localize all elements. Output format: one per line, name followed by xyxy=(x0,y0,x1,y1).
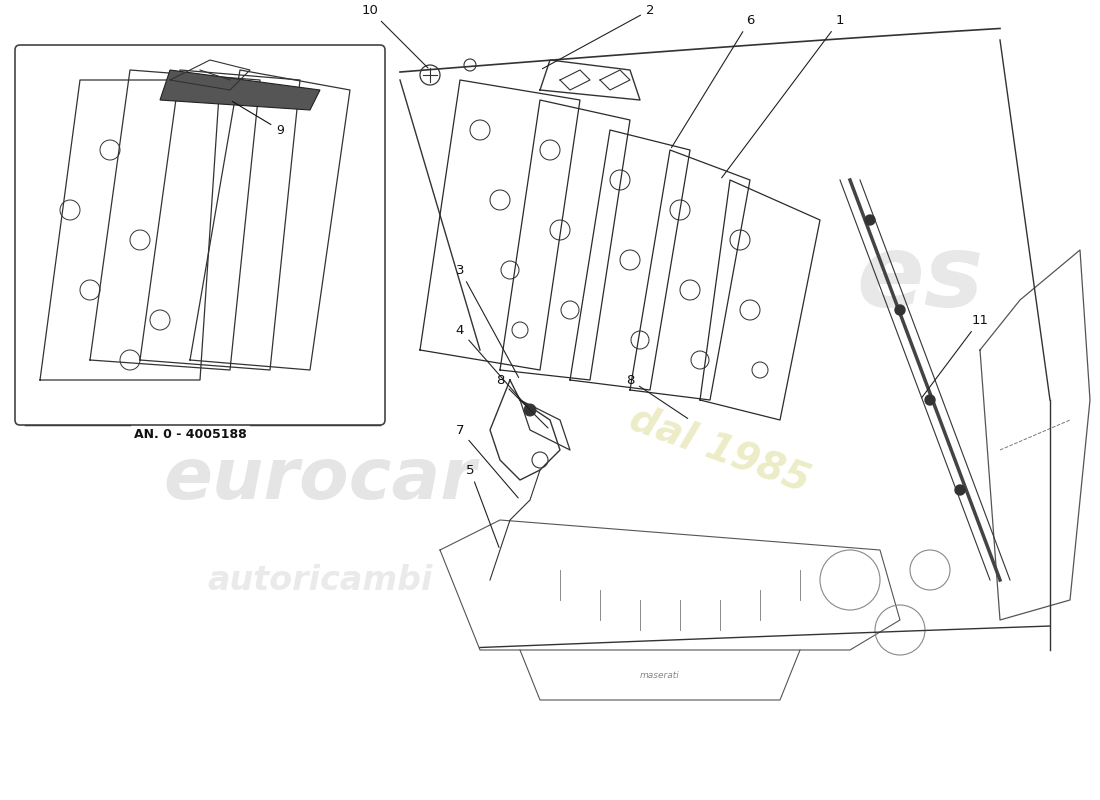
Text: 5: 5 xyxy=(465,463,499,547)
Text: 7: 7 xyxy=(455,423,518,498)
Text: 3: 3 xyxy=(455,263,519,378)
Text: 1: 1 xyxy=(722,14,845,178)
Text: dal 1985: dal 1985 xyxy=(625,400,815,500)
FancyBboxPatch shape xyxy=(15,45,385,425)
Text: 8: 8 xyxy=(626,374,688,418)
Text: 10: 10 xyxy=(362,3,428,68)
Circle shape xyxy=(524,404,536,416)
Text: maserati: maserati xyxy=(640,670,680,679)
Text: autoricambi: autoricambi xyxy=(207,563,432,597)
Text: 8: 8 xyxy=(496,374,548,428)
Text: eurocar: eurocar xyxy=(164,446,476,514)
Circle shape xyxy=(865,215,874,225)
Text: 2: 2 xyxy=(542,3,654,69)
Text: 6: 6 xyxy=(671,14,755,148)
Text: 11: 11 xyxy=(922,314,989,398)
Circle shape xyxy=(925,395,935,405)
Text: es: es xyxy=(856,231,983,329)
Text: AN. 0 - 4005188: AN. 0 - 4005188 xyxy=(133,428,246,441)
Text: 9: 9 xyxy=(232,102,284,137)
Circle shape xyxy=(895,305,905,315)
Polygon shape xyxy=(160,70,320,110)
Circle shape xyxy=(955,485,965,495)
Text: 4: 4 xyxy=(455,323,528,408)
